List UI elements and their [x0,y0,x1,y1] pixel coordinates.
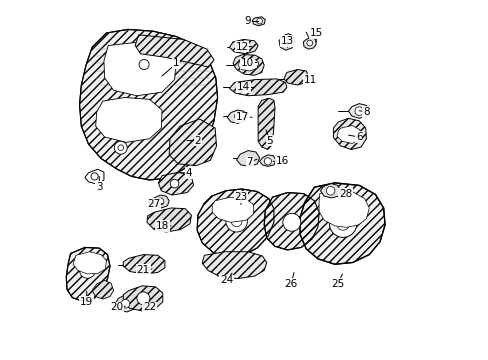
Text: 25: 25 [330,279,344,289]
Circle shape [118,145,123,150]
Text: 27: 27 [147,199,161,209]
Text: 12: 12 [235,42,248,51]
Circle shape [170,179,179,188]
Text: 15: 15 [309,28,322,38]
Circle shape [80,262,95,278]
Circle shape [329,210,356,237]
Circle shape [156,198,163,205]
Text: 23: 23 [234,192,247,202]
Text: 14: 14 [236,82,249,93]
Polygon shape [336,126,359,143]
Polygon shape [229,40,258,54]
Text: 8: 8 [363,107,369,117]
Circle shape [137,292,149,305]
Polygon shape [123,286,163,311]
Text: 20: 20 [110,302,123,312]
Polygon shape [92,280,113,299]
Circle shape [139,59,149,69]
Text: 28: 28 [338,189,351,199]
Circle shape [114,141,127,154]
Text: 10: 10 [240,58,253,68]
Polygon shape [80,30,217,180]
Polygon shape [303,37,316,49]
Text: 5: 5 [266,136,272,145]
Circle shape [231,216,242,226]
Circle shape [354,107,363,116]
Polygon shape [202,252,266,279]
Polygon shape [135,35,214,67]
Text: 16: 16 [275,156,288,166]
Text: 6: 6 [355,132,362,142]
Text: 22: 22 [142,302,156,312]
Circle shape [306,40,312,46]
Text: 1: 1 [173,58,179,68]
Polygon shape [96,98,162,142]
Polygon shape [73,252,106,274]
Polygon shape [158,172,193,195]
Circle shape [282,213,300,231]
Polygon shape [123,255,164,274]
Polygon shape [104,42,176,96]
Polygon shape [115,295,136,312]
Polygon shape [238,58,258,71]
Polygon shape [212,197,253,222]
Text: 9: 9 [244,17,251,27]
Polygon shape [227,110,246,123]
Text: 7: 7 [246,157,253,167]
Text: 11: 11 [304,75,317,85]
Text: 24: 24 [220,275,233,285]
Polygon shape [233,54,264,75]
Polygon shape [259,155,276,166]
Polygon shape [197,189,273,257]
Text: 4: 4 [185,168,192,178]
Text: 13: 13 [280,36,294,46]
Polygon shape [229,79,286,96]
Polygon shape [264,193,319,250]
Circle shape [325,186,334,195]
Polygon shape [258,98,274,149]
Circle shape [121,300,129,308]
Text: 2: 2 [194,136,201,145]
Polygon shape [147,208,191,232]
Polygon shape [169,119,216,166]
Circle shape [264,158,271,165]
Polygon shape [236,150,259,166]
Polygon shape [319,190,368,227]
Polygon shape [66,247,110,301]
Polygon shape [252,17,265,26]
Polygon shape [333,118,366,149]
Text: 19: 19 [80,297,93,307]
Polygon shape [320,184,340,198]
Polygon shape [278,34,294,50]
Polygon shape [348,104,368,118]
Polygon shape [300,183,384,264]
Text: 18: 18 [156,221,169,231]
Polygon shape [151,195,169,208]
Circle shape [256,18,262,24]
Polygon shape [85,169,104,184]
Text: 21: 21 [137,265,150,275]
Text: 3: 3 [96,182,102,192]
Polygon shape [284,69,308,85]
Circle shape [336,217,349,230]
Circle shape [234,113,240,119]
Text: 17: 17 [236,112,249,122]
Circle shape [225,211,247,232]
Circle shape [91,173,98,180]
Text: 26: 26 [284,279,297,289]
